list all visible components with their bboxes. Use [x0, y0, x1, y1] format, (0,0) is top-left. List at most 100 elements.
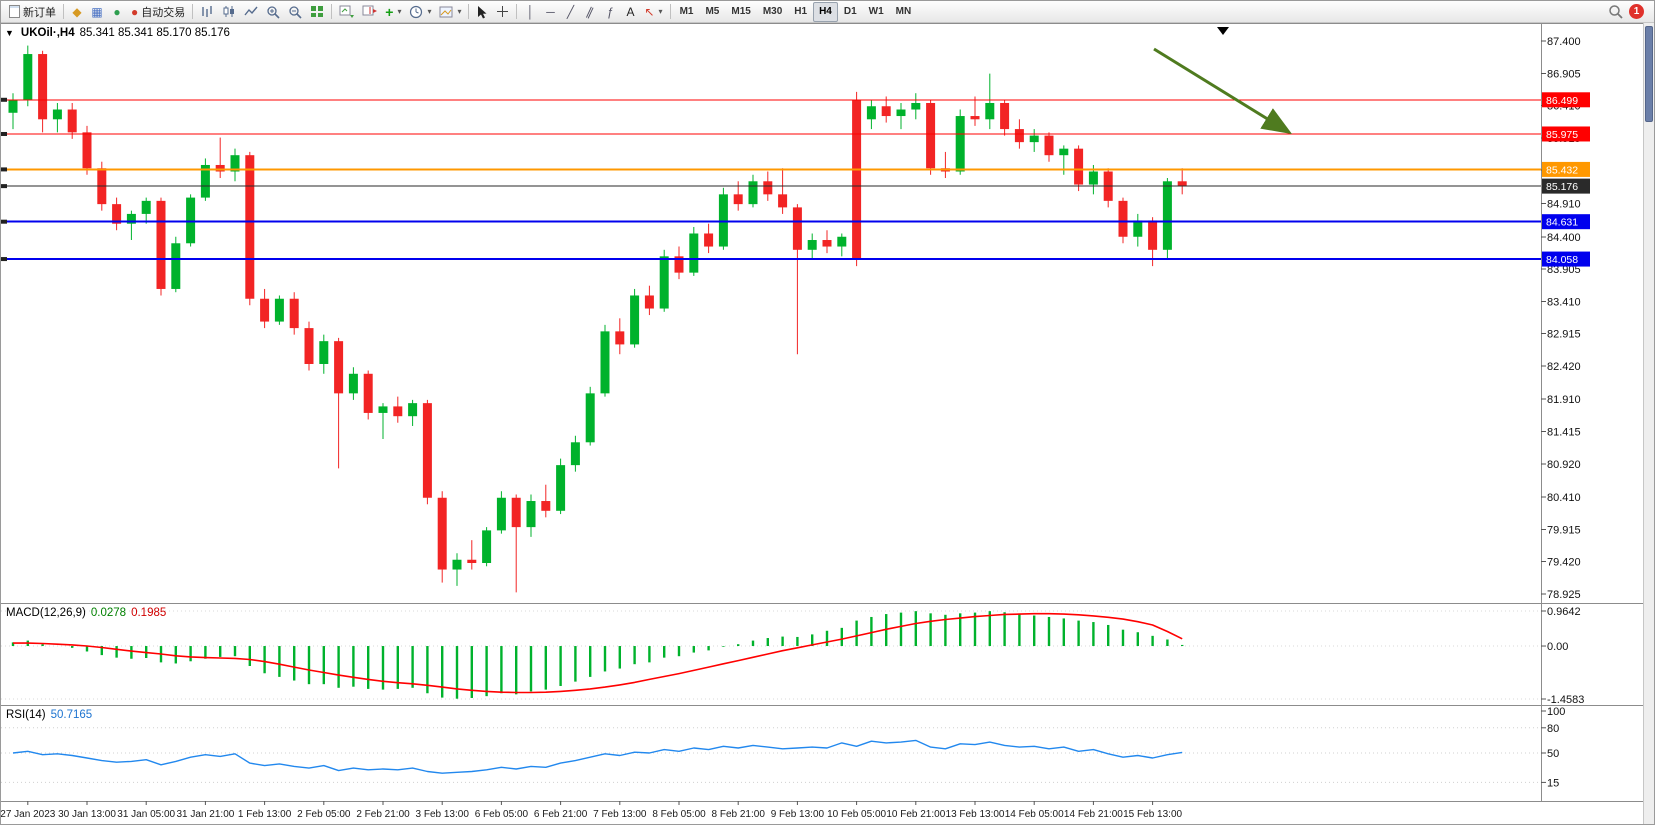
auto-scroll-icon [339, 5, 355, 18]
macd-signal-line [13, 612, 1183, 694]
chart-ohlc-values: 85.341 85.341 85.170 85.176 [79, 27, 230, 39]
timeframe-button-mn[interactable]: MN [890, 2, 918, 22]
timeframe-button-d1[interactable]: D1 [838, 2, 863, 22]
trendline-button[interactable]: ╱ [560, 2, 580, 22]
axis-label: 86.499 [1546, 95, 1578, 107]
separator [331, 4, 333, 19]
axis-label: 81.910 [1547, 394, 1581, 406]
dropdown-arrow-icon: ▾ [427, 7, 432, 16]
time-axis-label: 10 Feb 21:00 [886, 809, 945, 820]
price-line-badge-85.432: 85.432 [1542, 161, 1590, 177]
fibonacci-icon: ƒ [607, 4, 614, 19]
tile-windows-icon [311, 6, 324, 17]
timeframe-button-m15[interactable]: M15 [725, 2, 756, 22]
navigator-button[interactable]: ● [107, 2, 127, 22]
fibonacci-button[interactable]: ƒ [600, 2, 620, 22]
candlestick-chart-icon [223, 6, 235, 17]
arrows-tool-button[interactable]: ↖ ▾ [640, 2, 666, 22]
price-line-badge-85.975: 85.975 [1542, 126, 1590, 142]
text-tool-button[interactable]: A [620, 2, 640, 22]
timeframe-button-h4[interactable]: H4 [813, 1, 838, 22]
symbol-toggle-icon[interactable]: ▼ [5, 28, 14, 38]
vertical-line-button[interactable]: │ [520, 2, 540, 22]
rsi-label: RSI(14) [6, 709, 46, 721]
notification-badge[interactable]: 1 [1629, 4, 1644, 19]
chart-shift-button[interactable] [358, 2, 381, 22]
chart-canvas[interactable]: 87.40086.90586.41085.91585.42084.91084.4… [1, 23, 1655, 825]
crosshair-icon [497, 6, 509, 17]
candlestick-chart-button[interactable] [218, 2, 240, 22]
chart-background [1, 23, 1654, 824]
data-window-button[interactable]: ▦ [87, 2, 107, 22]
chart-symbol-label: UKOil·,H4 [20, 27, 75, 39]
current-price-badge: 85.176 [1542, 178, 1590, 194]
timeframe-button-m30[interactable]: M30 [757, 2, 788, 22]
rsi-value: 50.7165 [50, 709, 93, 721]
axis-label: 87.400 [1547, 36, 1581, 48]
zoom-in-button[interactable] [262, 2, 284, 22]
axis-label: 84.400 [1547, 232, 1581, 244]
vertical-scrollbar[interactable] [1643, 23, 1654, 824]
time-axis-label: 7 Feb 13:00 [593, 809, 647, 820]
templates-button[interactable]: ▾ [435, 2, 465, 22]
toolbar: 新订单 ◆ ▦ ● ● 自动交易 [1, 1, 1654, 23]
bar-chart-icon [202, 6, 212, 17]
tile-windows-button[interactable] [306, 2, 328, 22]
chart-shift-icon [362, 5, 378, 16]
separator [669, 4, 671, 19]
axis-label: 78.925 [1547, 589, 1581, 601]
timeframe-button-m5[interactable]: M5 [699, 2, 725, 22]
vertical-line-icon: │ [526, 4, 535, 19]
time-axis-label: 27 Jan 2023 [1, 809, 56, 820]
template-icon [439, 6, 453, 17]
time-axis-label: 14 Feb 05:00 [1005, 809, 1064, 820]
rsi-line [12, 739, 1183, 774]
cursor-button[interactable] [472, 2, 492, 22]
axis-label: 83.905 [1547, 264, 1581, 276]
separator [468, 4, 470, 19]
time-axis-label: 31 Jan 21:00 [176, 809, 234, 820]
channel-button[interactable]: ∥ [580, 2, 600, 22]
arrows-tool-icon: ↖ [644, 4, 655, 19]
axis-label: 79.420 [1547, 557, 1581, 569]
axis-label: 83.410 [1547, 296, 1581, 308]
axis-label: 79.915 [1547, 524, 1581, 536]
horizontal-line-button[interactable]: ─ [540, 2, 560, 22]
indicators-button[interactable]: + ▾ [381, 2, 405, 22]
line-anchor-marker [1, 167, 7, 172]
time-axis-label: 8 Feb 05:00 [652, 809, 706, 820]
trend-arrow-annotation[interactable] [1153, 47, 1293, 135]
axis-label: 80.920 [1547, 459, 1581, 471]
time-axis-label: 31 Jan 05:00 [117, 809, 175, 820]
trendline-icon: ╱ [566, 4, 575, 19]
new-order-button[interactable]: 新订单 [5, 2, 60, 22]
periods-button[interactable]: ▾ [405, 2, 435, 22]
market-watch-button[interactable]: ◆ [67, 2, 87, 22]
time-axis-label: 8 Feb 21:00 [712, 809, 766, 820]
down-triangle-marker [1217, 27, 1229, 35]
time-axis-label: 6 Feb 05:00 [475, 809, 529, 820]
cursor-icon [478, 5, 487, 18]
crosshair-button[interactable] [492, 2, 513, 22]
auto-scroll-button[interactable] [335, 2, 358, 22]
bar-chart-button[interactable] [196, 2, 218, 22]
text-tool-icon: A [626, 4, 635, 19]
search-button[interactable] [1604, 2, 1627, 22]
time-axis-label: 30 Jan 13:00 [58, 809, 116, 820]
line-anchor-marker [1, 184, 7, 189]
autotrading-button[interactable]: ● 自动交易 [127, 2, 189, 22]
dropdown-arrow-icon: ▾ [658, 7, 663, 16]
line-chart-button[interactable] [240, 2, 262, 22]
zoom-out-button[interactable] [284, 2, 306, 22]
axis-label: 81.415 [1547, 427, 1581, 439]
autotrading-label: 自动交易 [141, 6, 186, 19]
timeframe-button-h1[interactable]: H1 [788, 2, 813, 22]
time-axis-label: 3 Feb 13:00 [416, 809, 470, 820]
chart-title: ▼ UKOil·,H4 85.341 85.341 85.170 85.176 [5, 27, 230, 39]
time-axis-label: 14 Feb 21:00 [1064, 809, 1123, 820]
price-line-badge-84.058: 84.058 [1542, 251, 1590, 267]
timeframe-button-w1[interactable]: W1 [863, 2, 890, 22]
scrollbar-thumb[interactable] [1645, 26, 1653, 122]
timeframe-button-m1[interactable]: M1 [674, 2, 700, 22]
